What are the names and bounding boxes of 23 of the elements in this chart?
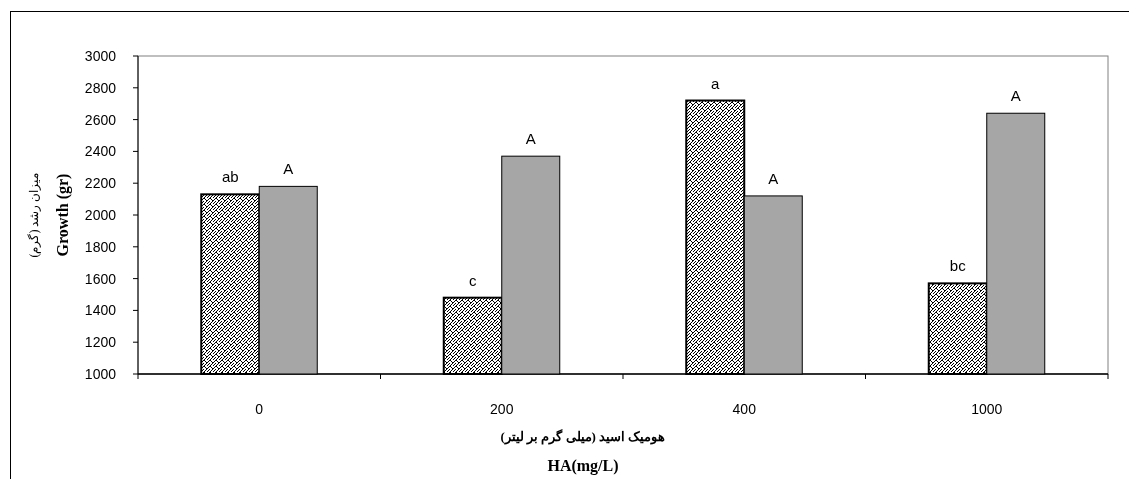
y-tick-label: 1400 <box>84 302 117 319</box>
x-tick-label: 400 <box>732 401 757 417</box>
x-tick-label: 200 <box>490 401 514 417</box>
y-tick-label: 2800 <box>84 79 117 96</box>
annotation: A <box>768 169 779 187</box>
x-tick-label: 0 <box>255 401 264 417</box>
annotation: bc <box>949 257 967 275</box>
annotation: c <box>469 271 477 289</box>
y-tick-label: 1600 <box>84 270 117 287</box>
x-tick-label: 1000 <box>971 401 1003 417</box>
y-tick-label: 1200 <box>84 334 117 351</box>
y-tick-label: 1800 <box>84 238 117 255</box>
y-tick-label: 1000 <box>84 366 117 382</box>
annotation: a <box>711 74 721 92</box>
annotation: A <box>525 130 536 148</box>
y-tick-label: 2000 <box>84 207 117 223</box>
annotation: A <box>283 160 294 178</box>
y-tick-label: 2600 <box>84 111 117 128</box>
y-tick-label: 3000 <box>84 48 117 64</box>
y-tick-label: 2400 <box>84 143 117 160</box>
annotation: ab <box>221 168 239 186</box>
y-tick-label: 2200 <box>84 175 117 192</box>
annotation: A <box>1010 87 1021 105</box>
